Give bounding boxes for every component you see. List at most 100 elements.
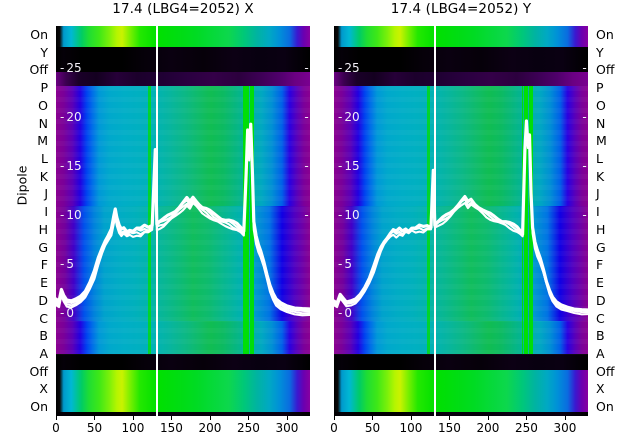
category-tick-left-h-11: H: [38, 221, 48, 237]
trace-line-2: [334, 122, 588, 316]
x-tick-label-y-0: 0: [330, 421, 338, 435]
category-tick-left-x-20: X: [39, 381, 48, 397]
panel-title-x: 17.4 (LBG4=2052) X: [112, 1, 254, 17]
category-tick-right-on-0: On: [596, 26, 614, 42]
x-tick-mark-y-50: [372, 416, 374, 420]
trace-line-0: [334, 119, 588, 312]
green-streak: [249, 86, 253, 354]
x-tick-mark-y-0: [334, 416, 335, 420]
trace-overlay-y: [334, 26, 588, 416]
top-purple-band-x: [56, 72, 310, 86]
green-streak: [148, 86, 151, 354]
trace-svg: [334, 119, 588, 316]
category-tick-right-y-1: Y: [596, 44, 604, 60]
top-bright-band-x: [56, 26, 310, 47]
category-tick-left-a-18: A: [39, 345, 48, 361]
main-body-foot-x: [56, 321, 310, 354]
category-tick-right-b-17: B: [596, 328, 605, 344]
category-tick-left-p-3: P: [40, 80, 48, 96]
base-edge-x: [56, 412, 310, 416]
category-tick-left-b-17: B: [39, 328, 48, 344]
x-tick-mark-x-200: [209, 416, 211, 420]
green-streak: [528, 86, 532, 354]
x-tick-mark-x-100: [132, 416, 134, 420]
main-body-upper-x: [56, 86, 310, 206]
category-tick-right-e-14: E: [596, 275, 604, 291]
category-tick-right-x-20: X: [596, 381, 605, 397]
category-tick-right-a-18: A: [596, 345, 605, 361]
trace-overlay-x: [56, 26, 310, 416]
category-tick-right-on-21: On: [596, 399, 614, 415]
x-tick-label-x-200: 200: [198, 421, 222, 435]
x-tick-mark-y-250: [526, 416, 528, 420]
green-streak: [245, 86, 248, 354]
green-streak: [427, 86, 430, 354]
x-tick-mark-y-200: [487, 416, 489, 420]
category-tick-right-h-11: H: [596, 221, 606, 237]
category-tick-left-on-0: On: [30, 26, 48, 42]
base-edge-y: [334, 412, 588, 416]
low-dark-band-y: [334, 354, 588, 370]
category-tick-left-o-4: O: [38, 97, 48, 113]
x-tick-mark-x-150: [171, 416, 173, 420]
x-tick-label-y-100: 100: [399, 421, 423, 435]
category-tick-right-off-19: Off: [596, 363, 615, 379]
category-tick-right-k-8: K: [596, 168, 605, 184]
category-tick-left-c-16: C: [39, 310, 48, 326]
category-tick-left-e-14: E: [40, 275, 48, 291]
category-tick-right-f-13: F: [596, 257, 604, 273]
category-tick-left-l-7: L: [41, 150, 48, 166]
x-tick-label-x-50: 50: [86, 421, 103, 435]
x-tick-mark-x-250: [248, 416, 250, 420]
category-tick-right-i-10: I: [596, 204, 600, 220]
trace-line-2: [56, 126, 310, 315]
trace-svg: [56, 122, 310, 317]
x-tick-mark-y-150: [449, 416, 451, 420]
category-tick-left-on-21: On: [30, 399, 48, 415]
trace-line-1: [334, 120, 588, 314]
x-tick-label-x-150: 150: [160, 421, 183, 435]
category-tick-right-n-5: N: [596, 115, 606, 131]
category-tick-right-off-2: Off: [596, 62, 615, 78]
main-body-upper-y: [334, 86, 588, 206]
green-streak: [526, 86, 528, 354]
category-tick-right-l-7: L: [596, 150, 603, 166]
x-tick-label-x-250: 250: [236, 421, 260, 435]
category-tick-left-off-19: Off: [29, 363, 48, 379]
category-tick-right-d-15: D: [596, 292, 606, 308]
category-axis-right: On Y Off P O N M L K J I H G F E D C B A Off X On: [592, 26, 636, 416]
category-tick-left-n-5: N: [38, 115, 48, 131]
bottom-bright-band-y: [334, 370, 588, 412]
category-tick-left-y-1: Y: [40, 44, 48, 60]
category-tick-right-j-9: J: [596, 186, 600, 202]
green-streak: [524, 86, 527, 354]
category-tick-right-c-16: C: [596, 310, 605, 326]
x-tick-mark-y-300: [564, 416, 566, 420]
panel-title-y: 17.4 (LBG4=2052) Y: [390, 1, 532, 17]
category-tick-right-m-6: M: [596, 133, 607, 149]
category-tick-left-f-13: F: [40, 257, 48, 273]
x-tick-label-y-50: 50: [364, 421, 381, 435]
top-bright-band-y: [334, 26, 588, 47]
category-tick-left-off-2: Off: [29, 62, 48, 78]
x-tick-label-y-150: 150: [438, 421, 461, 435]
bottom-bright-band-x: [56, 370, 310, 412]
category-tick-left-i-10: I: [44, 204, 48, 220]
trace-line-3: [56, 130, 310, 317]
heatmap-panel-x[interactable]: -25-20-15-10-5-0 -25-20-15-10-5-0: [56, 26, 310, 416]
x-tick-label-x-100: 100: [121, 421, 145, 435]
category-tick-left-k-8: K: [39, 168, 48, 184]
x-tick-mark-x-300: [286, 416, 288, 420]
x-axis: 0 50 100 150 200 250 300 0 50 100 150 200 250 300: [0, 416, 640, 440]
category-tick-left-m-6: M: [37, 133, 48, 149]
heatmap-panel-y[interactable]: -25-20-15-10-5-0 -25-20-15-10-5-0: [334, 26, 588, 416]
category-tick-left-d-15: D: [38, 292, 48, 308]
x-tick-mark-y-100: [410, 416, 412, 420]
low-dark-band-x: [56, 354, 310, 370]
top-dark-band-y: [334, 47, 588, 72]
x-tick-label-y-300: 300: [553, 421, 577, 435]
x-tick-mark-x-0: [56, 416, 57, 420]
top-purple-band-y: [334, 72, 588, 86]
x-tick-label-y-250: 250: [514, 421, 538, 435]
category-tick-right-p-3: P: [596, 80, 604, 96]
